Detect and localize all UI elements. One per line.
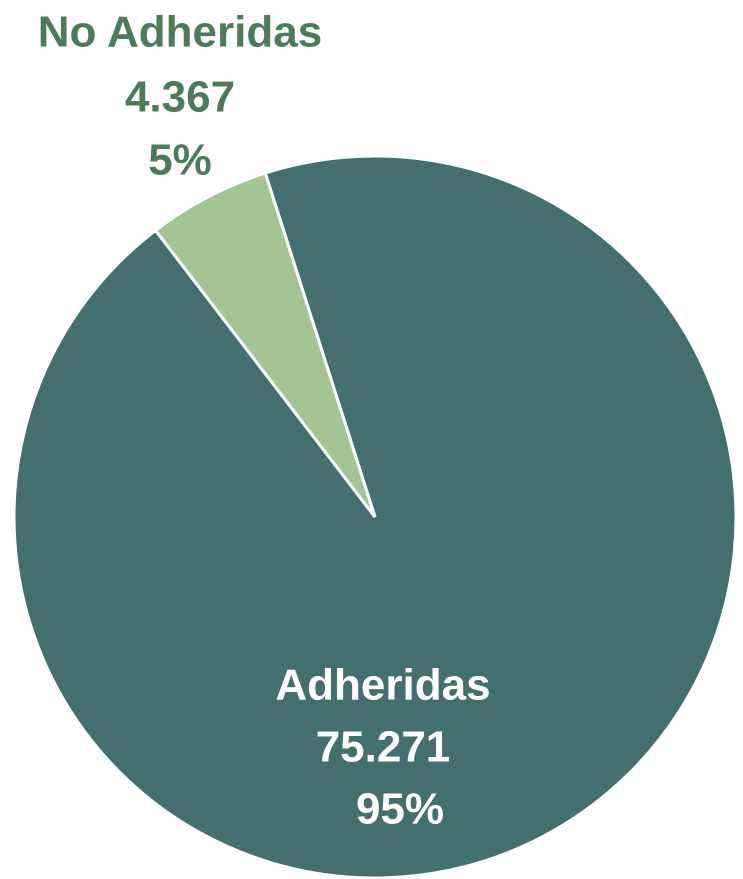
- slice-label: Adheridas: [275, 661, 490, 710]
- slice-label: No Adheridas: [38, 8, 322, 57]
- value-label: 4.367: [125, 73, 235, 122]
- percent-label: 95%: [356, 785, 444, 834]
- value-label: 75.271: [316, 723, 451, 772]
- percent-label: 5%: [148, 136, 212, 185]
- pie-slice: [153, 171, 377, 518]
